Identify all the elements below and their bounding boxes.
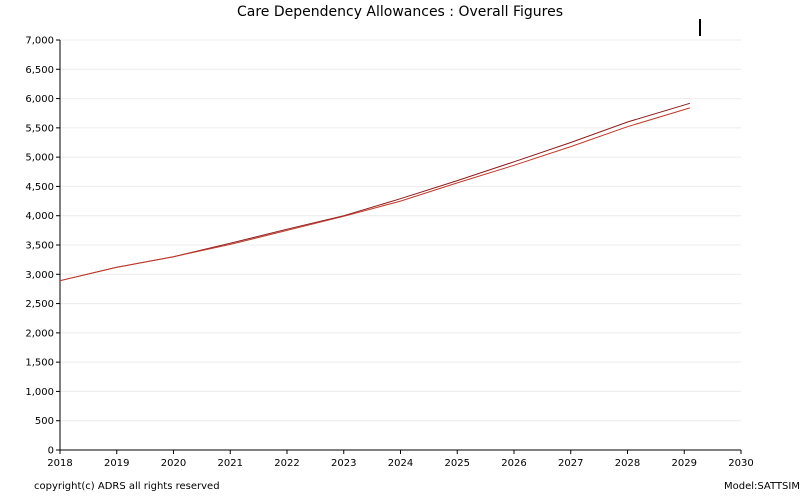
y-tick-label: 6,500 (25, 65, 54, 76)
x-tick-label: 2026 (501, 458, 526, 469)
y-tick-label: 4,000 (25, 211, 54, 222)
y-tick-label: 3,500 (25, 241, 54, 252)
x-tick-label: 2020 (161, 458, 186, 469)
y-tick-label: 5,500 (25, 123, 54, 134)
y-tick-label: 3,000 (25, 270, 54, 281)
x-tick-label: 2025 (445, 458, 470, 469)
x-tick-label: 2030 (728, 458, 753, 469)
x-axis-ticks: 2018 2019 2020 2021 2022 2023 2024 2025 2026 2027… (47, 450, 754, 469)
y-tick-label: 7,000 (25, 36, 54, 47)
x-tick-label: 2024 (388, 458, 413, 469)
series-line-2 (59, 107, 691, 282)
y-tick-label: 2,000 (25, 328, 54, 339)
x-tick-label: 2028 (615, 458, 640, 469)
y-tick-label: 4,500 (25, 182, 54, 193)
chart-title: Care Dependency Allowances : Overall Fig… (237, 4, 563, 20)
x-tick-label: 2029 (672, 458, 697, 469)
x-tick-label: 2018 (47, 458, 72, 469)
x-tick-label: 2021 (218, 458, 243, 469)
x-tick-label: 2023 (331, 458, 356, 469)
series-lines (59, 102, 691, 282)
y-tick-label: 2,500 (25, 299, 54, 310)
copyright-text: copyright(c) ADRS all rights reserved (34, 481, 220, 492)
y-axis-ticks: 0 500 1,000 1,500 2,000 2,500 3,000 3,500 4,000 4… (25, 36, 60, 457)
series-line-1 (59, 102, 691, 282)
y-tick-label: 1,000 (25, 387, 54, 398)
gridlines (60, 39, 741, 422)
y-tick-label: 1,500 (25, 358, 54, 369)
y-tick-label: 500 (35, 416, 54, 427)
x-tick-label: 2019 (104, 458, 129, 469)
x-tick-label: 2022 (274, 458, 299, 469)
y-tick-label: 5,000 (25, 153, 54, 164)
y-tick-label: 6,000 (25, 94, 54, 105)
x-tick-label: 2027 (558, 458, 583, 469)
model-label: Model:SATTSIM_ (724, 481, 800, 492)
y-tick-label: 0 (48, 446, 54, 457)
